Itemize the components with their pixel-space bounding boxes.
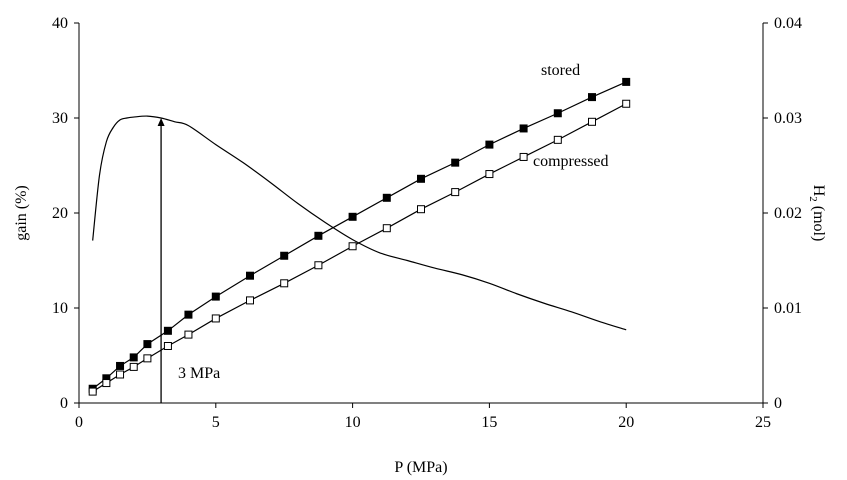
- series-line-compressed: [92, 103, 627, 393]
- point-compressed: [184, 330, 193, 339]
- point-stored: [246, 271, 254, 280]
- left-y-tick-label: 0: [60, 395, 68, 412]
- right-y-tick-label: 0: [774, 395, 782, 412]
- point-compressed: [129, 362, 138, 371]
- right-y-tick-label: 0.03: [774, 110, 802, 127]
- point-compressed: [280, 279, 289, 288]
- point-stored: [622, 77, 631, 86]
- x-tick-label: 20: [618, 414, 634, 431]
- right-y-axis-title-sub: 2: [807, 196, 819, 202]
- point-compressed: [519, 152, 528, 161]
- left-y-axis-ticks: 0 10 20 30 40: [52, 15, 79, 412]
- stored-label: stored: [541, 62, 580, 79]
- right-y-tick-label: 0.04: [774, 15, 802, 32]
- point-stored: [129, 353, 138, 362]
- left-y-tick-label: 20: [52, 205, 68, 222]
- point-compressed: [246, 296, 254, 305]
- series-layer: [88, 77, 631, 396]
- point-stored: [211, 292, 220, 301]
- point-stored: [553, 109, 562, 118]
- arrow-head: [157, 118, 165, 126]
- point-stored: [348, 212, 357, 221]
- point-stored: [314, 231, 323, 240]
- x-tick-label: 25: [755, 414, 771, 431]
- right-y-axis-title: H2 (mol): [807, 185, 827, 242]
- compressed-label: compressed: [533, 153, 609, 170]
- left-y-axis-title: gain (%): [13, 185, 30, 241]
- point-stored: [417, 174, 425, 183]
- point-compressed: [314, 261, 323, 270]
- point-compressed: [485, 170, 494, 179]
- point-compressed: [417, 205, 425, 214]
- point-compressed: [116, 370, 125, 379]
- left-y-tick-label: 10: [52, 300, 68, 317]
- x-axis-title: P (MPa): [394, 459, 447, 476]
- point-compressed: [88, 387, 97, 396]
- right-y-tick-label: 0.02: [774, 205, 802, 222]
- point-compressed: [451, 188, 460, 197]
- point-compressed: [588, 117, 596, 126]
- point-stored: [116, 361, 125, 370]
- arrow-label: 3 MPa: [178, 365, 220, 382]
- point-stored: [143, 340, 152, 349]
- point-compressed: [382, 224, 391, 233]
- point-stored: [382, 193, 391, 202]
- point-compressed: [211, 314, 220, 323]
- point-stored: [485, 140, 494, 149]
- point-stored: [184, 310, 193, 319]
- point-compressed: [553, 135, 562, 144]
- point-compressed: [163, 342, 172, 350]
- arrow-annotation: [157, 118, 165, 403]
- point-stored: [588, 93, 596, 102]
- x-tick-label: 5: [212, 414, 220, 431]
- left-y-tick-label: 40: [52, 15, 68, 32]
- right-y-axis-ticks: 0 0.01 0.02 0.03 0.04: [763, 15, 802, 412]
- point-stored: [280, 251, 289, 260]
- x-tick-label: 0: [75, 414, 83, 431]
- point-compressed: [143, 354, 152, 363]
- left-y-tick-label: 30: [52, 110, 68, 127]
- series-line-gain: [92, 115, 627, 331]
- x-tick-label: 15: [481, 414, 497, 431]
- right-y-tick-label: 0.01: [774, 300, 802, 317]
- right-y-axis-title-main: H: [810, 185, 827, 197]
- point-stored: [451, 158, 460, 167]
- point-compressed: [102, 379, 111, 388]
- point-stored: [163, 326, 172, 335]
- right-y-axis-title-rest: (mol): [810, 202, 827, 242]
- x-tick-label: 10: [345, 414, 361, 431]
- x-axis-ticks: 0 5 10 15 20 25: [75, 403, 771, 431]
- point-stored: [519, 124, 528, 133]
- point-compressed: [622, 99, 631, 108]
- point-compressed: [348, 242, 357, 251]
